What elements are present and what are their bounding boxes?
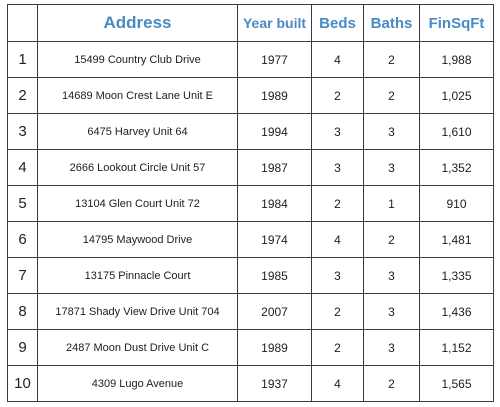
cell-address: 14795 Maywood Drive — [37, 221, 238, 258]
cell-beds: 4 — [311, 41, 364, 78]
cell-index: 10 — [7, 365, 38, 402]
cell-address: 13104 Glen Court Unit 72 — [37, 185, 238, 222]
cell-year-built: 1987 — [237, 149, 312, 186]
table-row: 4 2666 Lookout Circle Unit 57 1987 3 3 1,352 — [7, 149, 494, 186]
cell-year-built: 1994 — [237, 113, 312, 150]
cell-index: 4 — [7, 149, 38, 186]
cell-beds: 3 — [311, 257, 364, 294]
cell-fin-sq-ft: 1,152 — [419, 329, 494, 366]
cell-beds: 3 — [311, 113, 364, 150]
cell-year-built: 1984 — [237, 185, 312, 222]
table-row: 5 13104 Glen Court Unit 72 1984 2 1 910 — [7, 185, 494, 222]
cell-fin-sq-ft: 910 — [419, 185, 494, 222]
table-row: 2 14689 Moon Crest Lane Unit E 1989 2 2 1,025 — [7, 77, 494, 114]
cell-fin-sq-ft: 1,610 — [419, 113, 494, 150]
cell-year-built: 1985 — [237, 257, 312, 294]
header-index — [7, 4, 38, 42]
cell-beds: 3 — [311, 149, 364, 186]
cell-beds: 4 — [311, 221, 364, 258]
cell-baths: 3 — [363, 329, 420, 366]
cell-index: 8 — [7, 293, 38, 330]
cell-index: 9 — [7, 329, 38, 366]
cell-index: 2 — [7, 77, 38, 114]
cell-baths: 3 — [363, 257, 420, 294]
cell-address: 14689 Moon Crest Lane Unit E — [37, 77, 238, 114]
table-row: 9 2487 Moon Dust Drive Unit C 1989 2 3 1,152 — [7, 329, 494, 366]
cell-beds: 2 — [311, 185, 364, 222]
cell-baths: 1 — [363, 185, 420, 222]
header-row: Address Year built Beds Baths FinSqFt — [7, 4, 494, 42]
cell-baths: 3 — [363, 113, 420, 150]
cell-baths: 2 — [363, 221, 420, 258]
cell-baths: 2 — [363, 41, 420, 78]
cell-year-built: 1977 — [237, 41, 312, 78]
table-body: 1 15499 Country Club Drive 1977 4 2 1,988 2 146… — [7, 41, 494, 402]
cell-beds: 2 — [311, 293, 364, 330]
cell-year-built: 1989 — [237, 329, 312, 366]
cell-fin-sq-ft: 1,025 — [419, 77, 494, 114]
cell-baths: 3 — [363, 293, 420, 330]
cell-baths: 2 — [363, 365, 420, 402]
cell-index: 5 — [7, 185, 38, 222]
cell-fin-sq-ft: 1,565 — [419, 365, 494, 402]
cell-address: 6475 Harvey Unit 64 — [37, 113, 238, 150]
cell-index: 3 — [7, 113, 38, 150]
header-address: Address — [37, 4, 238, 42]
header-year-built: Year built — [237, 4, 312, 42]
cell-fin-sq-ft: 1,481 — [419, 221, 494, 258]
cell-fin-sq-ft: 1,436 — [419, 293, 494, 330]
header-baths: Baths — [363, 4, 420, 42]
cell-baths: 2 — [363, 77, 420, 114]
cell-beds: 4 — [311, 365, 364, 402]
table-row: 3 6475 Harvey Unit 64 1994 3 3 1,610 — [7, 113, 494, 150]
header-beds: Beds — [311, 4, 364, 42]
table-row: 1 15499 Country Club Drive 1977 4 2 1,988 — [7, 41, 494, 78]
cell-address: 13175 Pinnacle Court — [37, 257, 238, 294]
cell-year-built: 2007 — [237, 293, 312, 330]
cell-address: 2666 Lookout Circle Unit 57 — [37, 149, 238, 186]
cell-address: 15499 Country Club Drive — [37, 41, 238, 78]
cell-address: 17871 Shady View Drive Unit 704 — [37, 293, 238, 330]
table-row: 8 17871 Shady View Drive Unit 704 2007 2 3 1,… — [7, 293, 494, 330]
header-fin-sq-ft: FinSqFt — [419, 4, 494, 42]
cell-beds: 2 — [311, 77, 364, 114]
cell-beds: 2 — [311, 329, 364, 366]
cell-address: 4309 Lugo Avenue — [37, 365, 238, 402]
table-header: Address Year built Beds Baths FinSqFt — [7, 4, 494, 42]
cell-index: 6 — [7, 221, 38, 258]
cell-year-built: 1989 — [237, 77, 312, 114]
cell-fin-sq-ft: 1,335 — [419, 257, 494, 294]
cell-index: 7 — [7, 257, 38, 294]
table-row: 7 13175 Pinnacle Court 1985 3 3 1,335 — [7, 257, 494, 294]
cell-year-built: 1974 — [237, 221, 312, 258]
table-row: 10 4309 Lugo Avenue 1937 4 2 1,565 — [7, 365, 494, 402]
cell-baths: 3 — [363, 149, 420, 186]
table-row: 6 14795 Maywood Drive 1974 4 2 1,481 — [7, 221, 494, 258]
cell-fin-sq-ft: 1,988 — [419, 41, 494, 78]
cell-address: 2487 Moon Dust Drive Unit C — [37, 329, 238, 366]
cell-fin-sq-ft: 1,352 — [419, 149, 494, 186]
cell-index: 1 — [7, 41, 38, 78]
cell-year-built: 1937 — [237, 365, 312, 402]
